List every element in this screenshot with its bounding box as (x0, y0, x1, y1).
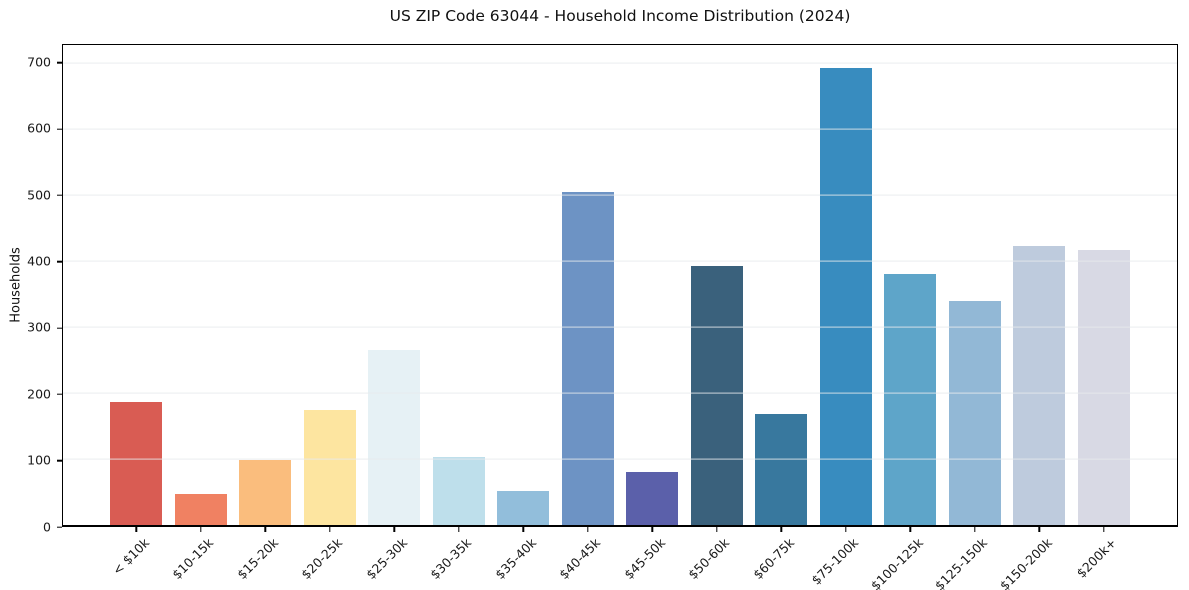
bar-slot: $125-150k (932, 45, 1008, 590)
bar (690, 265, 743, 525)
y-tick-label: 0 (43, 518, 51, 534)
x-tick-label: $50-60k (685, 535, 733, 583)
chart-title: US ZIP Code 63044 - Household Income Dis… (389, 7, 851, 25)
x-tick-mark (651, 527, 653, 532)
bar-slot: $50-60k (685, 45, 750, 582)
bar (432, 457, 485, 525)
y-tick-mark (57, 459, 62, 462)
bar-slot: $150-200k (997, 45, 1072, 590)
y-tick-mark (57, 393, 62, 396)
y-tick-label: 300 (27, 319, 51, 335)
bar-slot: $20-25k (298, 45, 363, 582)
x-tick-label: $150-200k (996, 535, 1055, 590)
x-tick-mark (909, 527, 911, 532)
bar-slot: $200k+ (1072, 45, 1137, 581)
x-tick-label: $200k+ (1073, 535, 1120, 581)
x-tick-mark (393, 527, 395, 532)
y-axis: 0 100 200 300 400 500 600 700 (0, 44, 62, 532)
bar (1013, 246, 1066, 525)
x-tick-mark (522, 527, 524, 532)
bar-slot: $60-75k (749, 45, 814, 582)
bar-slot: $30-35k (427, 45, 492, 582)
x-tick-label: $30-35k (427, 535, 475, 583)
x-tick-label: $45-50k (620, 535, 668, 583)
x-tick-label: $10-15k (169, 535, 217, 583)
x-tick-label: $15-20k (233, 535, 281, 583)
bar (884, 274, 937, 525)
y-tick-label: 200 (27, 386, 51, 402)
bar-slot: $100-125k (868, 45, 943, 590)
y-tick-mark (57, 260, 62, 263)
x-tick-mark (458, 527, 460, 532)
y-tick-mark (57, 128, 62, 130)
x-tick-mark (780, 527, 782, 532)
bar-slot: $25-30k (362, 45, 427, 582)
x-tick-mark (1038, 527, 1040, 532)
bar (239, 459, 292, 525)
bar (497, 490, 550, 525)
bar-slot: $35-40k (491, 45, 556, 582)
bar (174, 494, 227, 525)
bar (561, 192, 614, 525)
y-tick-label: 700 (27, 54, 51, 70)
x-tick-label: $20-25k (298, 535, 346, 583)
bar-slot: $10-15k (169, 45, 234, 582)
y-tick-label: 600 (27, 120, 51, 136)
y-tick-label: 400 (27, 253, 51, 269)
bar-slot: $45-50k (620, 45, 685, 582)
y-tick-mark (57, 61, 62, 64)
bar (303, 410, 356, 525)
bar-slot: $15-20k (233, 45, 298, 582)
y-tick-mark (57, 327, 62, 329)
x-tick-label: $125-150k (932, 535, 991, 590)
x-tick-mark (329, 527, 331, 532)
x-tick-label: $75-100k (808, 535, 862, 588)
x-tick-mark (264, 527, 266, 532)
x-tick-mark (974, 527, 976, 532)
y-tick-mark (57, 194, 62, 196)
bar (626, 472, 679, 525)
x-tick-label: $60-75k (749, 535, 797, 583)
x-tick-mark (587, 527, 589, 532)
x-tick-mark (200, 527, 202, 532)
x-tick-label: $35-40k (491, 535, 539, 583)
plot-area: < $10k $10-15k $15-20k $20-25k $25-30k $30-35… (62, 44, 1178, 590)
bar (368, 350, 421, 525)
bar (1077, 250, 1130, 525)
bars-container: < $10k $10-15k $15-20k $20-25k $25-30k $30-35… (104, 45, 1137, 590)
x-tick-mark (845, 527, 847, 532)
bar (819, 68, 872, 525)
y-tick-mark (57, 526, 62, 528)
x-tick-mark (1103, 527, 1105, 532)
x-tick-mark (716, 527, 718, 532)
x-tick-label: $100-125k (867, 535, 926, 590)
x-tick-label: $25-30k (362, 535, 410, 583)
bar (110, 401, 163, 525)
y-tick-label: 500 (27, 187, 51, 203)
bar (755, 414, 808, 525)
x-tick-label: $40-45k (556, 535, 604, 583)
y-tick-label: 100 (27, 452, 51, 468)
x-tick-mark (135, 527, 137, 532)
bar-slot: $40-45k (556, 45, 621, 582)
bar-slot: < $10k (104, 45, 169, 578)
bar (948, 301, 1001, 525)
x-tick-label: < $10k (109, 535, 152, 578)
bar-slot: $75-100k (809, 45, 879, 588)
